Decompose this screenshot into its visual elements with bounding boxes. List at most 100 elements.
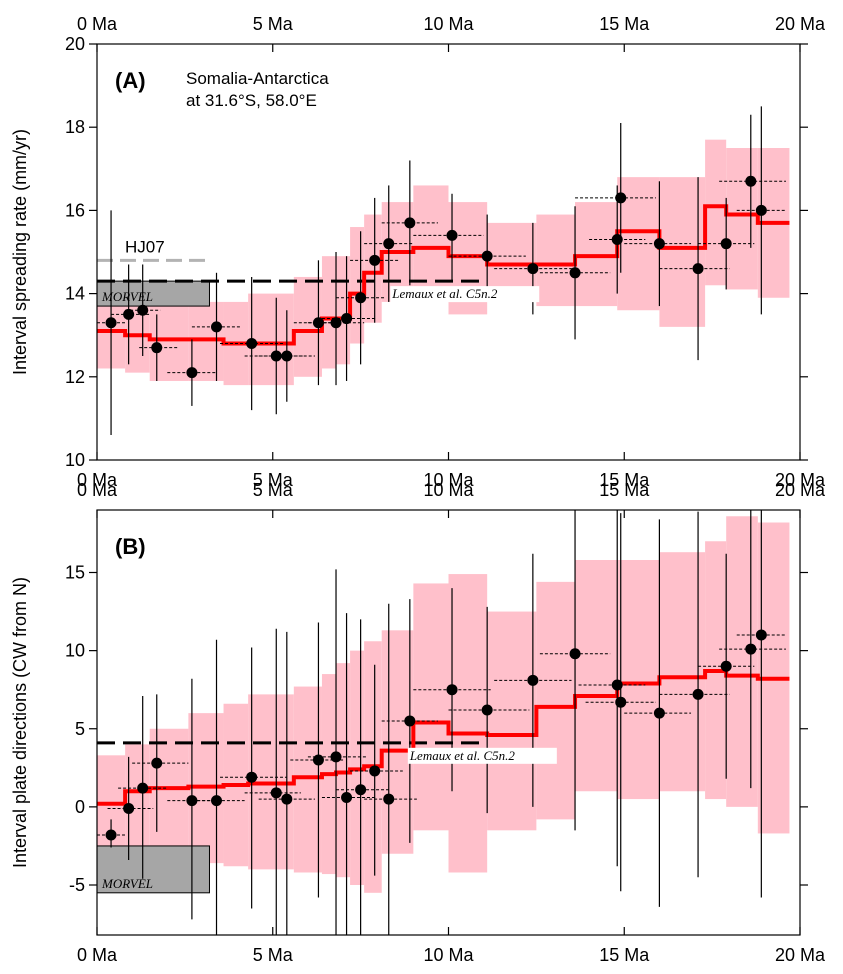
y-axis-label: Interval spreading rate (mm/yr) <box>10 129 30 375</box>
uncertainty-band-segment <box>575 560 618 792</box>
y-tick-label: 10 <box>65 641 85 661</box>
morvel-box <box>97 845 210 894</box>
data-point <box>745 175 757 187</box>
y-tick-label: 0 <box>75 797 85 817</box>
data-point <box>330 751 342 763</box>
data-point <box>123 308 135 320</box>
data-point <box>105 829 117 841</box>
data-point-group <box>321 613 375 935</box>
data-point-group <box>220 276 284 411</box>
x-tick-label-top: 0 Ma <box>77 480 118 500</box>
morvel-box <box>97 280 210 307</box>
data-point-group <box>413 193 484 282</box>
data-point-group <box>448 214 526 298</box>
uncertainty-band-segment <box>293 686 322 873</box>
data-point-group <box>624 519 692 907</box>
x-tick-label-bottom: 5 Ma <box>253 945 294 965</box>
data-point <box>281 793 293 805</box>
data-point-group <box>125 264 161 356</box>
data-point <box>211 795 223 807</box>
data-point-group <box>307 252 365 386</box>
data-point <box>105 317 117 329</box>
uncertainty-band-segment <box>364 214 382 323</box>
data-point-group <box>719 114 786 248</box>
data-point <box>383 793 395 805</box>
y-tick-label: 5 <box>75 719 85 739</box>
data-point-group <box>191 272 242 381</box>
data-point <box>137 782 149 794</box>
data-point-group <box>350 197 400 323</box>
lemaux-label-background <box>390 286 540 303</box>
data-point-group <box>364 603 417 935</box>
data-point-group <box>97 210 126 436</box>
panel-label: (A) <box>115 68 146 93</box>
data-point-group <box>698 553 755 779</box>
uncertainty-band-segment <box>336 256 351 365</box>
data-point <box>369 765 381 777</box>
data-point-group <box>244 628 301 935</box>
x-tick-label-bottom: 20 Ma <box>775 470 826 490</box>
uncertainty-band-segment <box>617 560 660 800</box>
data-point <box>341 313 353 325</box>
chart-title: Somalia-Antarctica <box>186 69 329 88</box>
y-tick-label: 16 <box>65 200 85 220</box>
data-point <box>446 684 458 696</box>
data-point <box>527 674 539 686</box>
data-point <box>611 679 623 691</box>
x-tick-label-top: 15 Ma <box>599 14 650 34</box>
data-point <box>481 704 493 716</box>
data-point-group <box>191 639 245 935</box>
data-point-group <box>336 619 389 935</box>
panel-a-spreading-rate: 0 Ma 0 Ma 5 Ma 5 Ma 10 Ma 10 Ma 15 Ma 15 Ma 20 M… <box>10 14 826 490</box>
y-tick-label: -5 <box>69 875 85 895</box>
uncertainty-band-segment <box>413 583 449 831</box>
x-tick-label-bottom: 15 Ma <box>599 945 650 965</box>
uncertainty-band-segment <box>705 139 727 286</box>
uncertainty-band-segment <box>536 214 576 307</box>
data-point-group <box>132 694 189 832</box>
x-tick-label-top: 20 Ma <box>775 14 826 34</box>
data-point-group <box>575 123 656 273</box>
data-point-group <box>539 510 611 831</box>
x-tick-label-top: 5 Ma <box>253 480 294 500</box>
data-point <box>755 629 767 641</box>
uncertainty-band-segment <box>413 185 449 302</box>
data-point <box>151 342 163 354</box>
data-point <box>615 192 627 204</box>
lemaux-label-background <box>407 747 557 764</box>
uncertainty-band-segment <box>336 663 351 878</box>
data-point <box>653 238 665 250</box>
y-tick-label: 18 <box>65 117 85 137</box>
data-point <box>246 338 258 350</box>
plot-area <box>97 510 790 935</box>
data-point-group <box>736 510 786 898</box>
x-tick-label-bottom: 5 Ma <box>253 470 294 490</box>
y-tick-label: 10 <box>65 450 85 470</box>
plot-area <box>97 106 790 436</box>
hj07-label: HJ07 <box>125 237 165 256</box>
data-point <box>692 263 704 275</box>
data-point <box>270 787 282 799</box>
uncertainty-band-segment <box>726 516 758 807</box>
data-point <box>281 350 293 362</box>
data-point-group <box>578 510 646 867</box>
data-point <box>720 660 732 672</box>
data-point <box>615 696 627 708</box>
data-point <box>137 304 149 316</box>
data-point <box>186 367 198 379</box>
data-point-group <box>350 664 403 876</box>
data-point-group <box>539 206 611 340</box>
data-point-group <box>736 106 786 315</box>
data-point <box>151 757 163 769</box>
data-point <box>720 238 732 250</box>
x-tick-label-bottom: 10 Ma <box>423 945 474 965</box>
data-point-group <box>624 181 692 307</box>
x-tick-label-top: 10 Ma <box>423 14 474 34</box>
data-point <box>569 267 581 279</box>
data-point <box>404 217 416 229</box>
data-point-group <box>336 231 386 365</box>
data-point-group <box>107 756 154 860</box>
data-point-group <box>364 185 414 302</box>
lemaux-label: Lemaux et al. C5n.2 <box>391 286 498 301</box>
data-point <box>527 263 539 275</box>
